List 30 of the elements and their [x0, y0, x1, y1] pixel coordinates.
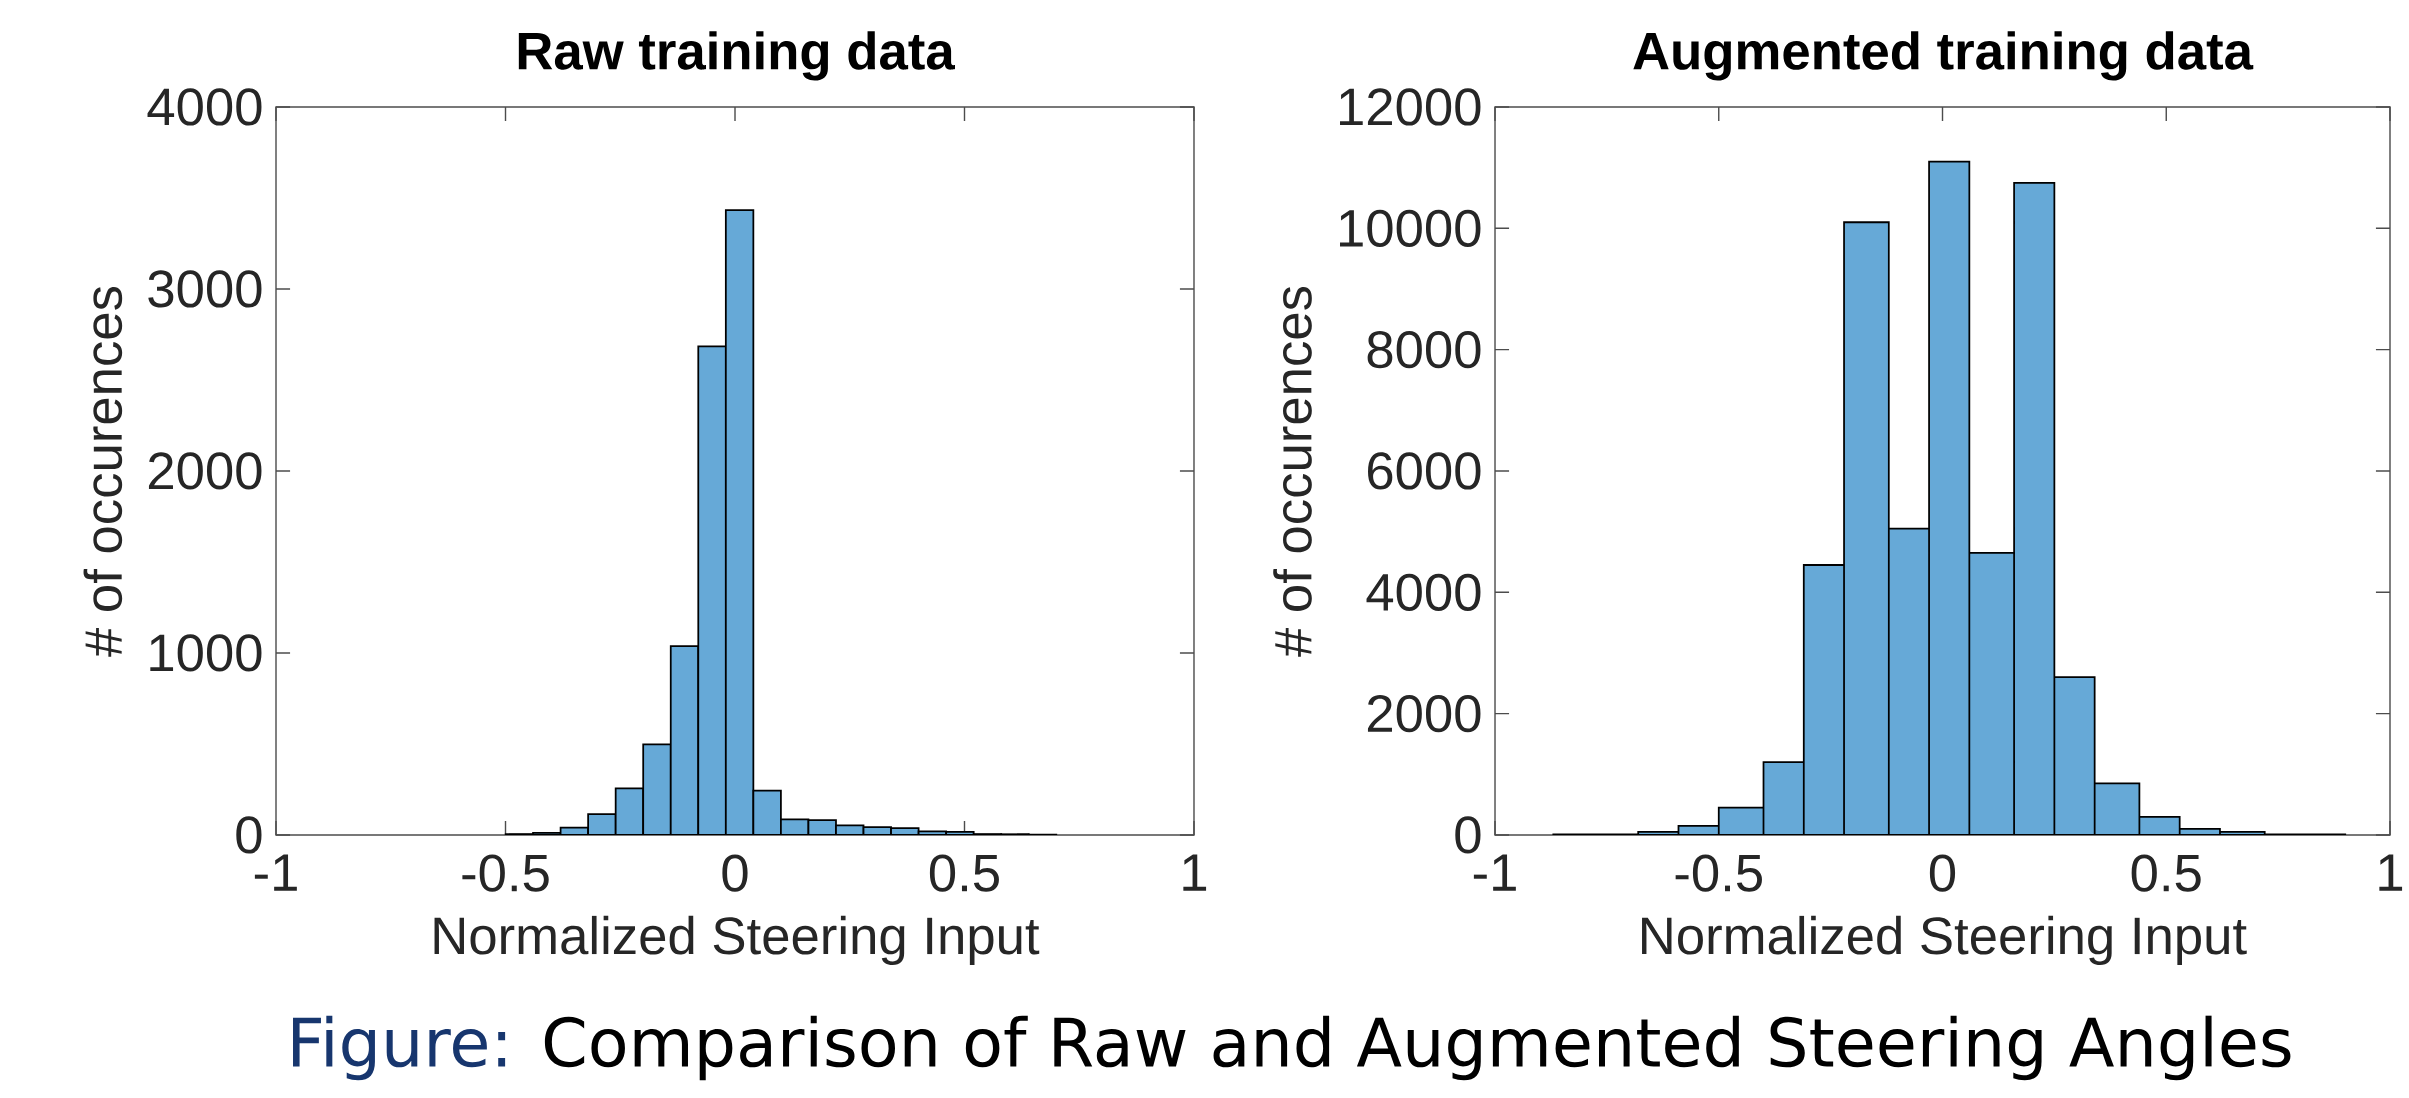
- x-axis-title: Normalized Steering Input: [434, 915, 1040, 965]
- y-tick-label: 0: [236, 816, 262, 854]
- x-axis-title: Normalized Steering Input: [1642, 915, 2247, 965]
- x-tick-label: -0.5: [1675, 854, 1762, 892]
- y-axis-title: # of occurences: [1273, 286, 1312, 657]
- y-tick-label: 4000: [147, 88, 262, 126]
- chart-title: Augmented training data: [1633, 31, 2254, 81]
- x-tick-label: 0.5: [2131, 854, 2201, 892]
- y-tick-label: 2000: [148, 452, 262, 490]
- y-tick-label: 6000: [1368, 452, 1481, 490]
- y-axis-title: # of occurences: [83, 286, 123, 657]
- x-tick-label: -0.5: [462, 854, 549, 892]
- y-tick-label: 3000: [148, 270, 262, 308]
- text: Comparison of Raw and Augmented Steering Angles: [544, 1015, 2291, 1081]
- y-tick-label: 2000: [1367, 694, 1481, 733]
- y-tick-label: 1000: [150, 634, 262, 672]
- x-tick-label: 0.5: [929, 854, 999, 892]
- y-tick-label: 0: [1455, 816, 1481, 854]
- x-tick-label: -1: [1473, 854, 1516, 891]
- x-tick-label: 0: [1929, 854, 1956, 892]
- x-tick-label: 1: [2379, 854, 2403, 891]
- chart-title: Raw training data: [518, 31, 956, 81]
- x-tick-label: -1: [254, 854, 297, 891]
- y-tick-label: 10000: [1340, 209, 1481, 247]
- y-tick-label: 8000: [1367, 330, 1481, 369]
- text: Figure:: [293, 1015, 506, 1081]
- x-tick-label: 1: [1183, 854, 1207, 891]
- y-tick-label: 12000: [1340, 88, 1481, 126]
- x-tick-label: 0: [722, 854, 748, 892]
- y-tick-label: 4000: [1366, 573, 1481, 611]
